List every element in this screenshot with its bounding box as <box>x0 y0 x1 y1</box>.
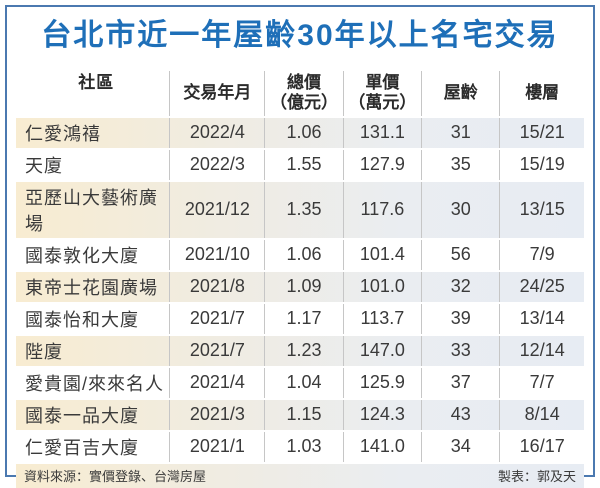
header-label: 總價 <box>287 72 322 92</box>
unit-price-cell: 127.9 <box>344 149 423 180</box>
transaction-date-cell: 2021/12 <box>170 181 266 238</box>
community-name-cell: 亞歷山大藝術廣場 <box>16 181 171 238</box>
header-sublabel: （億元） <box>270 93 339 112</box>
building-age-cell: 33 <box>422 335 501 366</box>
transaction-date-cell: 2021/7 <box>170 335 266 366</box>
unit-price-cell: 147.0 <box>344 335 423 366</box>
data-source-label: 資料來源：實價登錄、台灣房屋 <box>24 469 207 484</box>
table-row: 天廈 2022/3 1.55 127.9 35 15/19 <box>16 149 584 180</box>
floor-cell: 13/14 <box>519 308 565 328</box>
header-sublabel: （萬元） <box>348 93 417 112</box>
building-age-cell: 37 <box>422 367 501 398</box>
table-row: 仁愛百吉大廈 2021/1 1.03 141.0 34 16/17 <box>16 431 584 462</box>
header-building-age: 屋齡 <box>422 70 501 116</box>
unit-price-cell: 117.6 <box>344 181 423 238</box>
table-row: 亞歷山大藝術廣場 2021/12 1.35 117.6 30 13/15 <box>16 181 584 238</box>
total-price-cell: 1.23 <box>265 335 344 366</box>
total-price-cell: 1.09 <box>265 271 344 302</box>
transactions-table: 社區 交易年月 總價 （億元） 單價 （萬元） 屋齡 樓層 <box>16 70 584 462</box>
total-price-cell: 1.04 <box>265 367 344 398</box>
floor-cell: 13/15 <box>519 199 565 219</box>
transaction-date-cell: 2021/7 <box>170 303 266 334</box>
table-row: 陛廈 2021/7 1.23 147.0 33 12/14 <box>16 335 584 366</box>
community-name-cell: 仁愛百吉大廈 <box>16 431 171 462</box>
transaction-date-cell: 2021/8 <box>170 271 266 302</box>
total-price-cell: 1.03 <box>265 431 344 462</box>
transaction-date-cell: 2021/10 <box>170 239 266 270</box>
transaction-date-cell: 2021/4 <box>170 367 266 398</box>
unit-price-cell: 101.0 <box>344 271 423 302</box>
table-row: 仁愛鴻禧 2022/4 1.06 131.1 31 15/21 <box>16 117 584 148</box>
unit-price-cell: 124.3 <box>344 399 423 430</box>
unit-price-cell: 101.4 <box>344 239 423 270</box>
building-age-cell: 43 <box>422 399 501 430</box>
floor-cell: 24/25 <box>519 276 565 296</box>
building-age-cell: 34 <box>422 431 501 462</box>
building-age-cell: 30 <box>422 181 501 238</box>
total-price-cell: 1.15 <box>265 399 344 430</box>
building-age-cell: 32 <box>422 271 501 302</box>
floor-cell: 7/9 <box>529 244 555 264</box>
total-price-cell: 1.06 <box>265 239 344 270</box>
total-price-cell: 1.55 <box>265 149 344 180</box>
header-label: 交易年月 <box>183 82 252 102</box>
transaction-date-cell: 2022/4 <box>170 117 266 148</box>
header-community: 社區 <box>16 70 171 116</box>
community-name-cell: 仁愛鴻禧 <box>16 117 171 148</box>
table-row: 國泰敦化大廈 2021/10 1.06 101.4 56 7/9 <box>16 239 584 270</box>
total-price-cell: 1.17 <box>265 303 344 334</box>
community-name-cell: 東帝士花園廣場 <box>16 271 171 302</box>
community-name-cell: 國泰敦化大廈 <box>16 239 171 270</box>
community-name-cell: 陛廈 <box>16 335 171 366</box>
building-age-cell: 56 <box>422 239 501 270</box>
floor-cell: 15/21 <box>519 122 565 142</box>
table-header-row: 社區 交易年月 總價 （億元） 單價 （萬元） 屋齡 樓層 <box>16 70 584 116</box>
community-name-cell: 國泰怡和大廈 <box>16 303 171 334</box>
floor-cell: 15/19 <box>519 154 565 174</box>
header-unit-price: 單價 （萬元） <box>344 70 423 116</box>
unit-price-cell: 113.7 <box>344 303 423 334</box>
community-name-cell: 天廈 <box>16 149 171 180</box>
table-row: 國泰怡和大廈 2021/7 1.17 113.7 39 13/14 <box>16 303 584 334</box>
header-transaction-date: 交易年月 <box>170 70 266 116</box>
unit-price-cell: 125.9 <box>344 367 423 398</box>
header-label: 單價 <box>365 72 400 92</box>
transaction-date-cell: 2021/3 <box>170 399 266 430</box>
building-age-cell: 35 <box>422 149 501 180</box>
header-floor: 樓層 <box>500 71 583 116</box>
infographic-frame: 台北市近一年屋齡30年以上名宅交易 社區 交易年月 總價 （億元） 單價 （萬元… <box>5 5 595 488</box>
table-body: 仁愛鴻禧 2022/4 1.06 131.1 31 15/21 天廈 2022/3 1.55 12… <box>16 116 584 462</box>
page-title: 台北市近一年屋齡30年以上名宅交易 <box>41 19 559 52</box>
unit-price-cell: 141.0 <box>344 431 423 462</box>
transaction-date-cell: 2022/3 <box>170 149 266 180</box>
unit-price-cell: 131.1 <box>344 117 423 148</box>
floor-cell: 8/14 <box>524 404 560 424</box>
community-name-cell: 國泰一品大廈 <box>16 399 171 430</box>
transaction-date-cell: 2021/1 <box>170 431 266 462</box>
community-name-cell: 愛貴園/來來名人 <box>16 367 171 398</box>
floor-cell: 7/7 <box>529 372 555 392</box>
total-price-cell: 1.06 <box>265 117 344 148</box>
header-total-price: 總價 （億元） <box>265 70 344 116</box>
table-footer: 資料來源：實價登錄、台灣房屋 製表：郭及天 <box>16 463 584 488</box>
floor-cell: 16/17 <box>519 436 565 456</box>
floor-cell: 12/14 <box>519 340 565 360</box>
table-row: 國泰一品大廈 2021/3 1.15 124.3 43 8/14 <box>16 399 584 430</box>
total-price-cell: 1.35 <box>265 181 344 238</box>
header-label: 社區 <box>78 72 115 92</box>
credit-label: 製表：郭及天 <box>497 469 576 484</box>
building-age-cell: 39 <box>422 303 501 334</box>
building-age-cell: 31 <box>422 117 501 148</box>
table-row: 東帝士花園廣場 2021/8 1.09 101.0 32 24/25 <box>16 271 584 302</box>
table-row: 愛貴園/來來名人 2021/4 1.04 125.9 37 7/7 <box>16 367 584 398</box>
header-label: 屋齡 <box>443 82 478 102</box>
header-label: 樓層 <box>525 82 560 102</box>
